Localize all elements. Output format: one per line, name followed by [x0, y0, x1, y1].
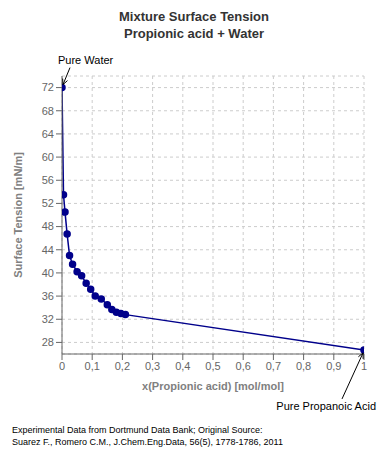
svg-text:0,2: 0,2 [115, 360, 130, 372]
svg-text:36: 36 [42, 290, 54, 302]
svg-text:52: 52 [42, 197, 54, 209]
svg-text:0,7: 0,7 [266, 360, 281, 372]
html-text:Propionic acid + Water: Propionic acid + Water [124, 26, 264, 41]
svg-text:0,1: 0,1 [85, 360, 100, 372]
svg-text:40: 40 [42, 267, 54, 279]
svg-text:x(Propionic acid) [mol/mol]: x(Propionic acid) [mol/mol] [142, 380, 284, 392]
svg-text:0,5: 0,5 [205, 360, 220, 372]
svg-text:44: 44 [42, 244, 54, 256]
svg-text:0,4: 0,4 [175, 360, 190, 372]
svg-text:0,3: 0,3 [145, 360, 160, 372]
html-text:Experimental Data from Dortmun: Experimental Data from Dortmund Data Ban… [12, 425, 263, 435]
svg-text:0,6: 0,6 [236, 360, 251, 372]
svg-text:0,9: 0,9 [326, 360, 341, 372]
svg-text:1: 1 [361, 360, 367, 372]
svg-text:Pure Propanoic Acid: Pure Propanoic Acid [276, 400, 376, 412]
svg-text:68: 68 [42, 105, 54, 117]
svg-text:32: 32 [42, 313, 54, 325]
svg-text:0: 0 [59, 360, 65, 372]
svg-text:60: 60 [42, 151, 54, 163]
svg-text:64: 64 [42, 128, 54, 140]
svg-text:72: 72 [42, 81, 54, 93]
html-text:Mixture Surface Tension: Mixture Surface Tension [119, 9, 269, 24]
svg-text:48: 48 [42, 220, 54, 232]
svg-text:0,8: 0,8 [296, 360, 311, 372]
svg-text:28: 28 [42, 336, 54, 348]
svg-text:56: 56 [42, 174, 54, 186]
html-text:Suarez F., Romero C.M., J.Chem: Suarez F., Romero C.M., J.Chem.Eng.Data,… [12, 437, 283, 447]
svg-text:Pure Water: Pure Water [58, 54, 114, 66]
svg-text:Surface Tension [mN/m]: Surface Tension [mN/m] [12, 152, 24, 278]
